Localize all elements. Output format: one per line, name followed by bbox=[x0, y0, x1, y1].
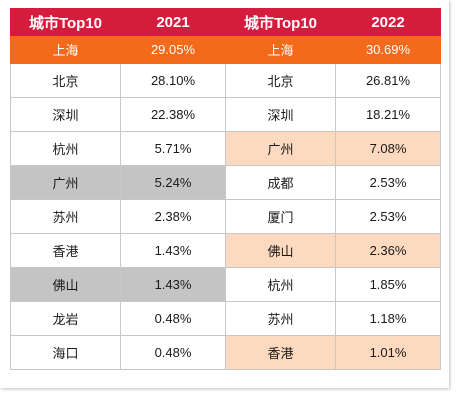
city-2021-cell: 深圳 bbox=[10, 97, 121, 132]
city-2022-cell: 佛山 bbox=[225, 233, 336, 268]
city-2022-cell: 香港 bbox=[225, 335, 336, 370]
city-2021-cell: 上海 bbox=[10, 35, 121, 64]
share-2021-cell: 29.05% bbox=[120, 35, 226, 64]
share-2022-cell: 26.81% bbox=[335, 63, 441, 98]
city-2022-cell: 北京 bbox=[225, 63, 336, 98]
share-2022-cell: 2.53% bbox=[335, 199, 441, 234]
share-2021-cell: 22.38% bbox=[120, 97, 226, 132]
share-2022-cell: 2.36% bbox=[335, 233, 441, 268]
share-2022-cell: 2.53% bbox=[335, 165, 441, 200]
table-row: 海口 0.48% 香港 1.01% bbox=[10, 335, 441, 370]
header-city-2022: 城市Top10 bbox=[225, 8, 336, 36]
city-2021-cell: 杭州 bbox=[10, 131, 121, 166]
city-2021-cell: 广州 bbox=[10, 165, 121, 200]
city-2022-cell: 厦门 bbox=[225, 199, 336, 234]
table-row: 北京 28.10% 北京 26.81% bbox=[10, 63, 441, 98]
table-row: 佛山 1.43% 杭州 1.85% bbox=[10, 267, 441, 302]
table-row: 上海 29.05% 上海 30.69% bbox=[10, 35, 441, 64]
city-2021-cell: 海口 bbox=[10, 335, 121, 370]
header-city-2021: 城市Top10 bbox=[10, 8, 121, 36]
share-2021-cell: 28.10% bbox=[120, 63, 226, 98]
share-2021-cell: 2.38% bbox=[120, 199, 226, 234]
table-row: 苏州 2.38% 厦门 2.53% bbox=[10, 199, 441, 234]
header-year-2021: 2021 bbox=[120, 8, 226, 36]
header-row: 城市Top10 2021 城市Top10 2022 bbox=[10, 8, 441, 36]
city-2021-cell: 龙岩 bbox=[10, 301, 121, 336]
city-2022-cell: 上海 bbox=[225, 35, 336, 64]
city-ranking-table: 城市Top10 2021 城市Top10 2022 上海 29.05% 上海 3… bbox=[10, 8, 441, 370]
table-row: 杭州 5.71% 广州 7.08% bbox=[10, 131, 441, 166]
table-row: 香港 1.43% 佛山 2.36% bbox=[10, 233, 441, 268]
share-2022-cell: 7.08% bbox=[335, 131, 441, 166]
share-2021-cell: 5.24% bbox=[120, 165, 226, 200]
city-2021-cell: 苏州 bbox=[10, 199, 121, 234]
table-row: 深圳 22.38% 深圳 18.21% bbox=[10, 97, 441, 132]
share-2022-cell: 1.85% bbox=[335, 267, 441, 302]
share-2021-cell: 1.43% bbox=[120, 267, 226, 302]
share-2022-cell: 1.01% bbox=[335, 335, 441, 370]
header-year-2022: 2022 bbox=[335, 8, 441, 36]
share-2021-cell: 0.48% bbox=[120, 335, 226, 370]
city-2022-cell: 广州 bbox=[225, 131, 336, 166]
city-2021-cell: 北京 bbox=[10, 63, 121, 98]
table-row: 广州 5.24% 成都 2.53% bbox=[10, 165, 441, 200]
share-2021-cell: 5.71% bbox=[120, 131, 226, 166]
city-2021-cell: 佛山 bbox=[10, 267, 121, 302]
share-2022-cell: 1.18% bbox=[335, 301, 441, 336]
city-2022-cell: 苏州 bbox=[225, 301, 336, 336]
share-2022-cell: 30.69% bbox=[335, 35, 441, 64]
share-2022-cell: 18.21% bbox=[335, 97, 441, 132]
city-2022-cell: 成都 bbox=[225, 165, 336, 200]
city-2022-cell: 深圳 bbox=[225, 97, 336, 132]
table-row: 龙岩 0.48% 苏州 1.18% bbox=[10, 301, 441, 336]
city-2022-cell: 杭州 bbox=[225, 267, 336, 302]
share-2021-cell: 1.43% bbox=[120, 233, 226, 268]
share-2021-cell: 0.48% bbox=[120, 301, 226, 336]
city-2021-cell: 香港 bbox=[10, 233, 121, 268]
table-frame: 城市Top10 2021 城市Top10 2022 上海 29.05% 上海 3… bbox=[10, 8, 441, 370]
